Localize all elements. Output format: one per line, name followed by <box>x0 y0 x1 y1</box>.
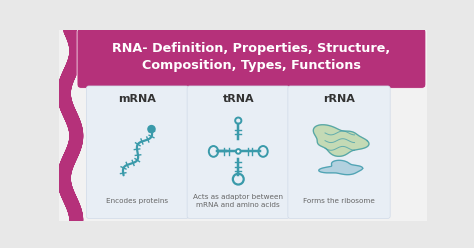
FancyBboxPatch shape <box>288 86 390 218</box>
Text: RNA- Definition, Properties, Structure,: RNA- Definition, Properties, Structure, <box>112 42 391 55</box>
Text: tRNA: tRNA <box>222 94 254 104</box>
Text: Composition, Types, Functions: Composition, Types, Functions <box>142 59 361 72</box>
Polygon shape <box>319 160 363 175</box>
FancyBboxPatch shape <box>86 86 189 218</box>
Polygon shape <box>313 125 369 156</box>
Text: Encodes proteins: Encodes proteins <box>107 198 169 204</box>
Text: rRNA: rRNA <box>323 94 355 104</box>
Text: Forms the ribosome: Forms the ribosome <box>303 198 375 204</box>
Circle shape <box>236 149 241 154</box>
Text: Acts as adaptor between
mRNA and amino acids: Acts as adaptor between mRNA and amino a… <box>193 194 283 208</box>
FancyBboxPatch shape <box>59 30 427 221</box>
Text: mRNA: mRNA <box>118 94 156 104</box>
FancyBboxPatch shape <box>187 86 290 218</box>
Circle shape <box>147 125 156 133</box>
FancyBboxPatch shape <box>77 28 426 88</box>
